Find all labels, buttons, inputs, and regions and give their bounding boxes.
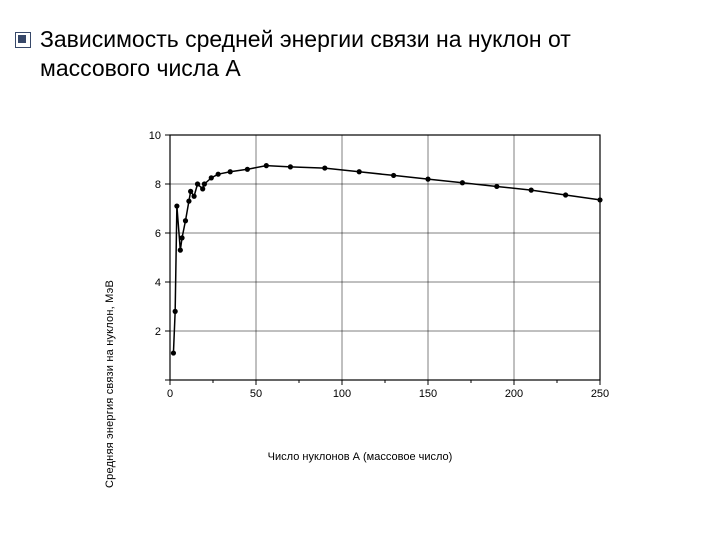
bullet-icon: [15, 32, 29, 46]
svg-text:50: 50: [250, 388, 262, 400]
svg-text:2: 2: [155, 326, 161, 338]
binding-energy-chart: Средняя энергия связи на нуклон, МэВ 050…: [110, 125, 610, 435]
svg-text:200: 200: [505, 388, 523, 400]
svg-text:0: 0: [167, 388, 173, 400]
svg-text:10: 10: [149, 130, 161, 142]
svg-text:150: 150: [419, 388, 437, 400]
slide: Зависимость средней энергии связи на нук…: [0, 0, 720, 540]
svg-text:8: 8: [155, 179, 161, 191]
y-axis-label: Средняя энергия связи на нуклон, МэВ: [104, 280, 116, 488]
svg-text:100: 100: [333, 388, 351, 400]
slide-title: Зависимость средней энергии связи на нук…: [40, 25, 680, 83]
svg-text:4: 4: [155, 277, 161, 289]
svg-text:250: 250: [591, 388, 609, 400]
x-axis-label: Число нуклонов А (массовое число): [268, 451, 453, 463]
svg-text:6: 6: [155, 228, 161, 240]
